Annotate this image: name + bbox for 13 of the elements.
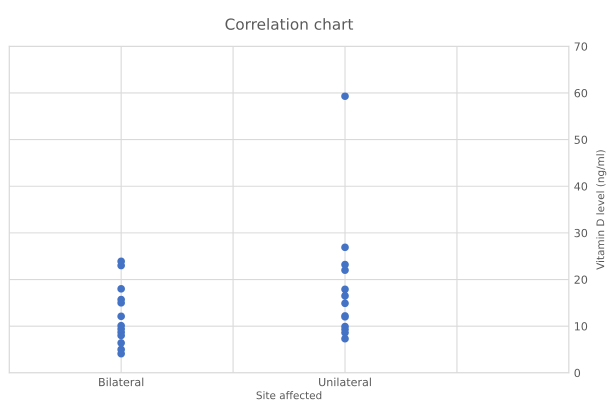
x-tick-label: Unilateral [319, 378, 371, 386]
y-tick-label: 0 [574, 368, 580, 378]
chart-title: Correlation chart [226, 18, 354, 30]
x-tick-label: Bilateral [99, 378, 144, 386]
y-tick-label: 30 [574, 228, 588, 238]
y-axis-title: Vitamin D level (ng/ml) [596, 150, 606, 270]
y-tick-label: 60 [574, 88, 588, 98]
x-axis-title: Site affected [256, 391, 322, 400]
y-tick-label: 10 [574, 322, 588, 331]
y-tick-label: 40 [574, 182, 588, 191]
y-tick-label: 70 [574, 42, 588, 51]
y-tick-label: 50 [574, 136, 588, 144]
y-tick-label: 20 [574, 275, 588, 284]
